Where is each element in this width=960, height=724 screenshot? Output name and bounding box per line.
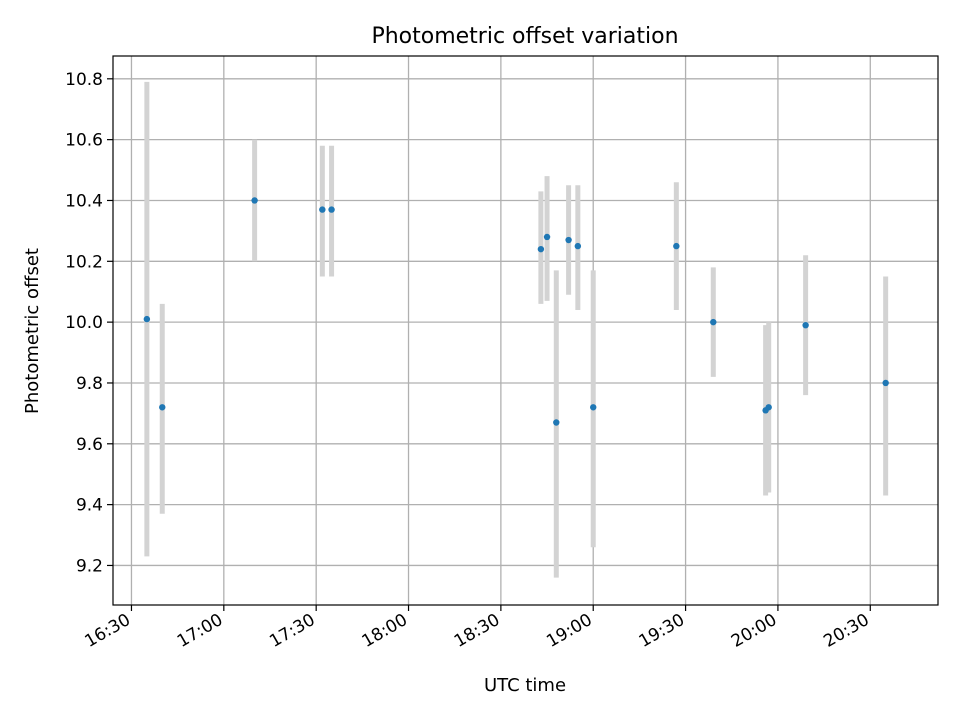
y-tick-label: 10.2 (65, 252, 103, 272)
chart-title: Photometric offset variation (371, 24, 678, 49)
plot-frame (112, 55, 939, 606)
data-point (882, 379, 889, 387)
data-point (251, 197, 258, 204)
y-tick-label: 10.0 (65, 313, 103, 333)
data-point (673, 242, 680, 250)
data-point (590, 404, 597, 411)
y-tick-label: 9.6 (76, 435, 103, 455)
data-point (537, 245, 545, 253)
y-tick-label: 10.4 (65, 191, 103, 211)
y-tick-label: 9.4 (76, 496, 103, 516)
data-point (553, 419, 560, 426)
y-tick-label: 10.6 (65, 131, 103, 151)
data-point (765, 404, 772, 411)
y-tick-label: 9.2 (76, 556, 103, 576)
y-axis: 9.2 9.4 9.6 9.8 10.0 10.2 10.4 10.6 10.8 (65, 70, 113, 576)
data-point (159, 404, 166, 411)
data-points (143, 197, 889, 426)
data-point (802, 321, 809, 329)
x-axis-label: UTC time (484, 675, 566, 696)
y-tick-label: 10.8 (65, 70, 103, 90)
plot-area (113, 56, 938, 605)
data-point (328, 206, 335, 213)
y-axis-label: Photometric offset (22, 248, 43, 414)
data-point (543, 233, 551, 241)
data-point (710, 318, 717, 326)
data-point (574, 242, 582, 250)
grid-lines (113, 56, 938, 605)
data-point (319, 206, 326, 213)
data-point (565, 236, 572, 244)
data-point (143, 315, 151, 323)
y-tick-label: 9.8 (76, 374, 103, 394)
